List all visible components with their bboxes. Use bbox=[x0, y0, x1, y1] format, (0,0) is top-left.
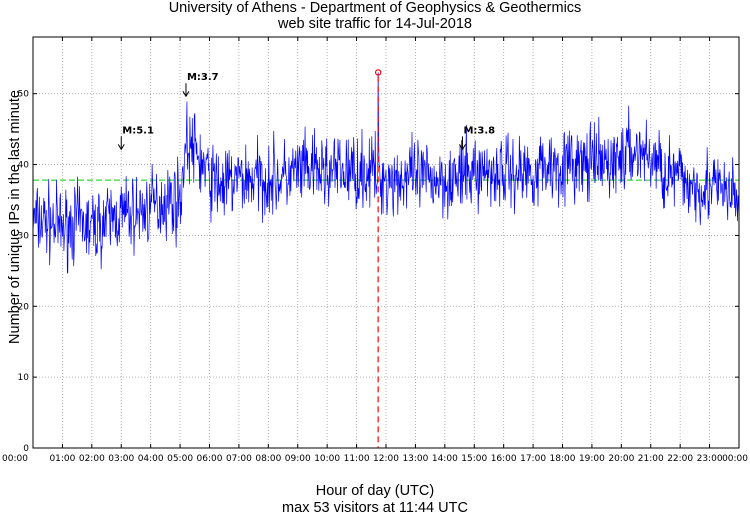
x-tick-label: 14:00 bbox=[432, 454, 458, 464]
axes-frame bbox=[32, 36, 740, 449]
x-tick-label: 04:00 bbox=[138, 454, 164, 464]
x-tick-label: 20:00 bbox=[608, 454, 634, 464]
y-tick-label: 20 bbox=[18, 302, 30, 312]
annotation-arrowhead bbox=[459, 144, 466, 151]
annotation-label: M:3.8 bbox=[463, 125, 495, 136]
y-tick-label: 50 bbox=[18, 90, 30, 100]
traffic-line bbox=[32, 72, 740, 274]
x-tick-label: 17:00 bbox=[520, 454, 546, 464]
y-tick-label: 30 bbox=[18, 231, 30, 241]
y-tick-label: 40 bbox=[18, 161, 30, 171]
x-tick-label: 21:00 bbox=[638, 454, 664, 464]
x-tick-label: 19:00 bbox=[579, 454, 605, 464]
x-tick-label: 02:00 bbox=[79, 454, 105, 464]
x-tick-label: 00:00 bbox=[722, 454, 748, 464]
x-tick-label: 16:00 bbox=[491, 454, 517, 464]
x-tick-label: 12:00 bbox=[373, 454, 399, 464]
x-tick-label: 22:00 bbox=[667, 454, 693, 464]
x-tick-label: 18:00 bbox=[550, 454, 576, 464]
x-tick-label: 13:00 bbox=[402, 454, 428, 464]
max-marker-circle bbox=[374, 69, 382, 76]
x-axis-label: Hour of day (UTC) bbox=[315, 483, 435, 499]
annotation-arrowhead bbox=[117, 144, 125, 151]
x-tick-label: 09:00 bbox=[285, 454, 311, 464]
y-tick-label: 0 bbox=[23, 444, 29, 454]
annotation-label: M:5.1 bbox=[122, 125, 154, 136]
x-tick-label: 05:00 bbox=[167, 454, 193, 464]
chart-subtitle: web site traffic for 14-Jul-2018 bbox=[278, 16, 472, 32]
x-tick-label: 23:00 bbox=[697, 454, 723, 464]
x-tick-label: 03:00 bbox=[108, 454, 134, 464]
x-tick-label: 15:00 bbox=[461, 454, 487, 464]
max-visitors-caption: max 53 visitors at 11:44 UTC bbox=[282, 500, 468, 516]
x-tick-label: 11:00 bbox=[344, 454, 370, 464]
chart-title: University of Athens - Department of Geo… bbox=[168, 0, 582, 16]
x-tick-label: 06:00 bbox=[197, 454, 223, 464]
annotation-arrowhead bbox=[182, 90, 190, 98]
y-tick-label: 10 bbox=[18, 373, 30, 383]
annotation-label: M:3.7 bbox=[187, 72, 219, 83]
x-tick-label: 10:00 bbox=[314, 454, 340, 464]
x-tick-label: 07:00 bbox=[226, 454, 252, 464]
x-tick-label: 01:00 bbox=[49, 454, 75, 464]
x-tick-label: 00:00 bbox=[2, 454, 28, 464]
x-tick-label: 08:00 bbox=[255, 454, 281, 464]
